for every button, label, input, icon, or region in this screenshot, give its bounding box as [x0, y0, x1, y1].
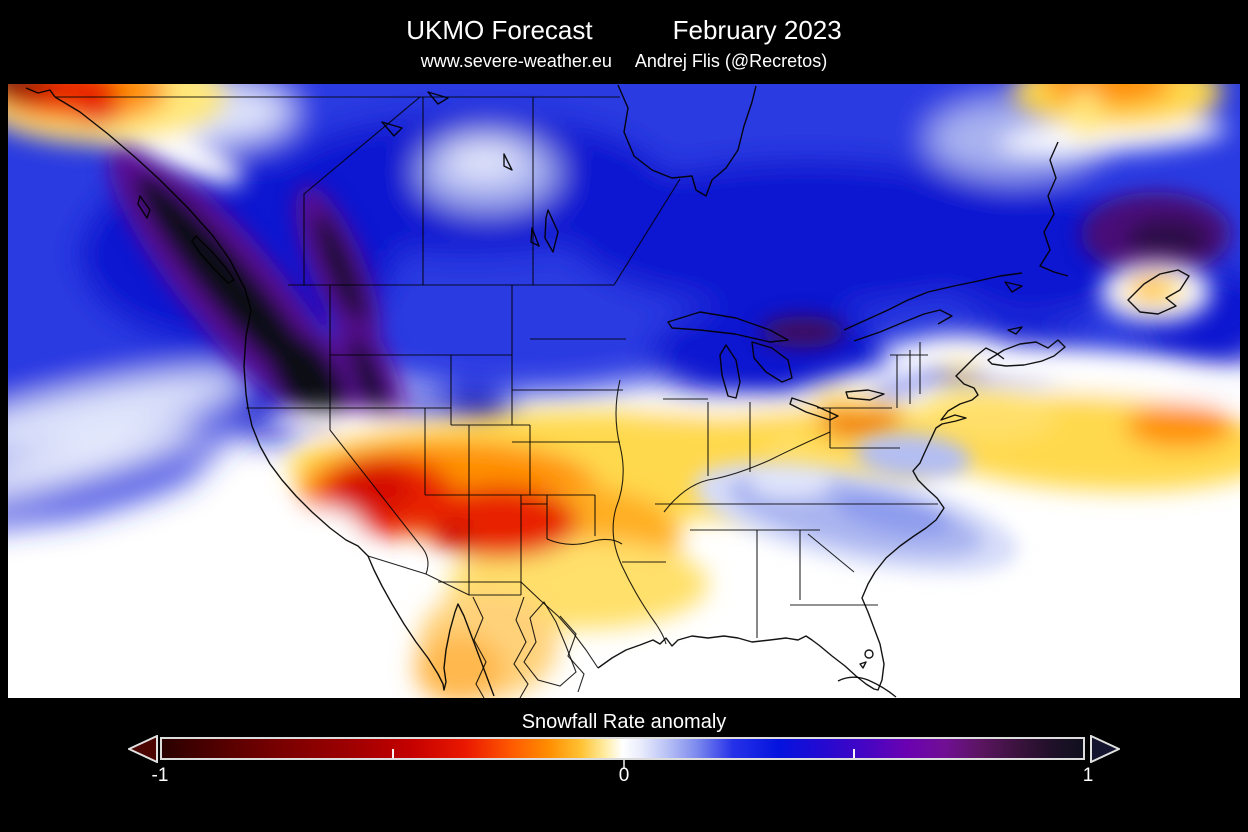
page-title: UKMO Forecast: [406, 15, 593, 45]
colorbar-label-min: -1: [151, 765, 169, 786]
colorbar-tick-pos05: [852, 749, 855, 758]
anomaly-map-svg: [8, 84, 1240, 698]
forecast-map: [8, 84, 1240, 698]
header-subtitle-line: www.severe-weather.eu Andrej Flis (@Recr…: [0, 50, 1248, 72]
colorbar-title: Snowfall Rate anomaly: [521, 711, 727, 733]
author-credit: Andrej Flis (@Recretos): [634, 51, 828, 71]
colorbar-label-max: 1: [1082, 765, 1094, 786]
colorbar-tick-neg05: [392, 749, 395, 758]
website-credit: www.severe-weather.eu: [420, 51, 612, 71]
colorbar-tick-zero: [622, 760, 625, 768]
colorbar-gradient: [162, 739, 1083, 758]
political-borders: [55, 96, 938, 698]
colorbar-left-arrow-icon: [128, 735, 158, 763]
colorbar-scale: [160, 737, 1085, 768]
anomaly-band-southeast: [694, 433, 1018, 574]
forecast-date: February 2023: [672, 15, 842, 45]
header-title-line: UKMO Forecast February 2023: [0, 15, 1248, 45]
coastlines: [25, 84, 1190, 698]
colorbar-right-arrow-icon: [1090, 735, 1120, 763]
colorbar-label-mid: 0: [618, 765, 630, 786]
